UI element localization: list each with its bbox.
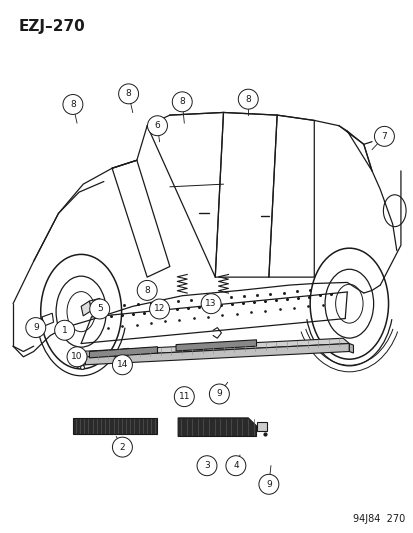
- Text: 9: 9: [216, 390, 222, 399]
- Polygon shape: [257, 422, 266, 431]
- Circle shape: [209, 384, 229, 404]
- Text: 7: 7: [381, 132, 387, 141]
- Circle shape: [119, 84, 138, 104]
- Circle shape: [63, 94, 83, 115]
- Circle shape: [238, 89, 258, 109]
- Circle shape: [201, 294, 221, 313]
- Polygon shape: [349, 344, 353, 353]
- Polygon shape: [89, 346, 157, 358]
- Text: 12: 12: [154, 304, 165, 313]
- Circle shape: [90, 299, 109, 319]
- Text: 14: 14: [116, 360, 128, 369]
- Circle shape: [172, 92, 192, 112]
- Circle shape: [26, 318, 45, 337]
- Polygon shape: [79, 351, 85, 365]
- Text: 9: 9: [33, 323, 38, 332]
- Circle shape: [147, 116, 167, 136]
- Polygon shape: [73, 418, 157, 434]
- Text: 8: 8: [126, 90, 131, 99]
- Text: 10: 10: [71, 352, 83, 361]
- Text: 5: 5: [97, 304, 102, 313]
- Polygon shape: [178, 418, 256, 437]
- Circle shape: [112, 437, 132, 457]
- Text: 6: 6: [154, 121, 160, 130]
- Polygon shape: [79, 338, 349, 357]
- Text: 13: 13: [205, 299, 216, 308]
- Polygon shape: [77, 351, 85, 367]
- Text: 1: 1: [62, 326, 67, 335]
- Text: EZJ–270: EZJ–270: [19, 19, 85, 34]
- Text: 94J84  270: 94J84 270: [352, 514, 404, 524]
- Text: 8: 8: [70, 100, 76, 109]
- Text: 9: 9: [266, 480, 271, 489]
- Polygon shape: [81, 301, 91, 316]
- Circle shape: [112, 355, 132, 375]
- Circle shape: [55, 320, 74, 340]
- Text: 11: 11: [178, 392, 190, 401]
- Text: 8: 8: [144, 286, 150, 295]
- Circle shape: [174, 386, 194, 407]
- Circle shape: [67, 347, 87, 367]
- Circle shape: [149, 299, 169, 319]
- Text: 8: 8: [179, 98, 185, 106]
- Polygon shape: [42, 317, 44, 333]
- Circle shape: [197, 456, 216, 475]
- Text: 4: 4: [233, 461, 238, 470]
- Text: 2: 2: [119, 442, 125, 451]
- Circle shape: [373, 126, 394, 147]
- Polygon shape: [176, 340, 256, 351]
- Text: 8: 8: [245, 95, 251, 103]
- Polygon shape: [114, 348, 128, 357]
- Circle shape: [225, 456, 245, 475]
- Polygon shape: [85, 344, 349, 365]
- Text: 3: 3: [204, 461, 209, 470]
- Circle shape: [258, 474, 278, 494]
- Circle shape: [137, 280, 157, 301]
